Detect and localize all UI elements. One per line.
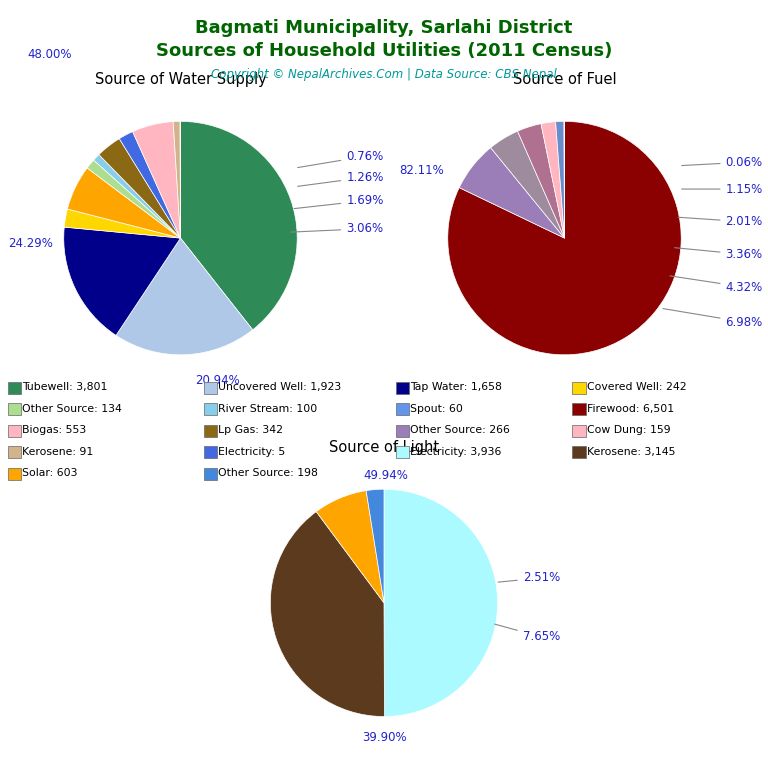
Wedge shape (270, 511, 385, 717)
Text: 49.94%: 49.94% (364, 469, 409, 482)
Text: 6.98%: 6.98% (663, 309, 763, 329)
Text: Biogas: 553: Biogas: 553 (22, 425, 87, 435)
Text: 1.26%: 1.26% (298, 170, 384, 187)
Wedge shape (459, 147, 564, 238)
Text: Kerosene: 91: Kerosene: 91 (22, 446, 94, 457)
Wedge shape (384, 489, 498, 717)
Text: Cow Dung: 159: Cow Dung: 159 (587, 425, 670, 435)
Text: 20.94%: 20.94% (196, 374, 240, 387)
Wedge shape (180, 121, 297, 329)
Wedge shape (555, 121, 564, 238)
Text: 2.51%: 2.51% (498, 571, 560, 584)
Wedge shape (174, 121, 180, 238)
Wedge shape (541, 121, 564, 238)
Text: Tap Water: 1,658: Tap Water: 1,658 (410, 382, 502, 392)
Text: 4.32%: 4.32% (670, 276, 763, 293)
Wedge shape (518, 124, 564, 238)
Title: Source of Water Supply: Source of Water Supply (94, 72, 266, 87)
Text: Uncovered Well: 1,923: Uncovered Well: 1,923 (218, 382, 342, 392)
Wedge shape (448, 121, 681, 355)
Text: Other Source: 134: Other Source: 134 (22, 403, 122, 414)
Wedge shape (87, 160, 180, 238)
Text: 39.90%: 39.90% (362, 730, 406, 743)
Text: River Stream: 100: River Stream: 100 (218, 403, 317, 414)
Text: 0.76%: 0.76% (298, 150, 383, 167)
Text: Bagmati Municipality, Sarlahi District: Bagmati Municipality, Sarlahi District (195, 19, 573, 37)
Wedge shape (68, 168, 180, 238)
Text: Tubewell: 3,801: Tubewell: 3,801 (22, 382, 108, 392)
Text: 7.65%: 7.65% (495, 624, 560, 644)
Text: 48.00%: 48.00% (27, 48, 71, 61)
Text: Firewood: 6,501: Firewood: 6,501 (587, 403, 674, 414)
Text: Solar: 603: Solar: 603 (22, 468, 78, 478)
Text: 0.06%: 0.06% (682, 156, 763, 169)
Text: 1.15%: 1.15% (682, 183, 763, 196)
Text: 3.36%: 3.36% (674, 248, 763, 261)
Wedge shape (366, 489, 384, 603)
Text: Lp Gas: 342: Lp Gas: 342 (218, 425, 283, 435)
Text: 2.01%: 2.01% (678, 215, 763, 228)
Text: Sources of Household Utilities (2011 Census): Sources of Household Utilities (2011 Cen… (156, 42, 612, 60)
Wedge shape (316, 491, 384, 603)
Wedge shape (65, 209, 180, 238)
Wedge shape (99, 139, 180, 238)
Wedge shape (64, 227, 180, 336)
Text: Electricity: 5: Electricity: 5 (218, 446, 286, 457)
Text: Covered Well: 242: Covered Well: 242 (587, 382, 687, 392)
Text: Electricity: 3,936: Electricity: 3,936 (410, 446, 502, 457)
Text: Copyright © NepalArchives.Com | Data Source: CBS Nepal: Copyright © NepalArchives.Com | Data Sou… (211, 68, 557, 81)
Wedge shape (491, 131, 564, 238)
Text: 3.06%: 3.06% (290, 222, 383, 235)
Text: 24.29%: 24.29% (8, 237, 54, 250)
Text: Spout: 60: Spout: 60 (410, 403, 463, 414)
Text: 82.11%: 82.11% (399, 164, 445, 177)
Wedge shape (94, 154, 180, 238)
Wedge shape (133, 121, 180, 238)
Wedge shape (116, 238, 253, 355)
Title: Source of Light: Source of Light (329, 441, 439, 455)
Text: Other Source: 198: Other Source: 198 (218, 468, 318, 478)
Text: 1.69%: 1.69% (294, 194, 384, 209)
Text: Other Source: 266: Other Source: 266 (410, 425, 510, 435)
Wedge shape (119, 131, 180, 238)
Text: Kerosene: 3,145: Kerosene: 3,145 (587, 446, 675, 457)
Title: Source of Fuel: Source of Fuel (513, 72, 616, 87)
